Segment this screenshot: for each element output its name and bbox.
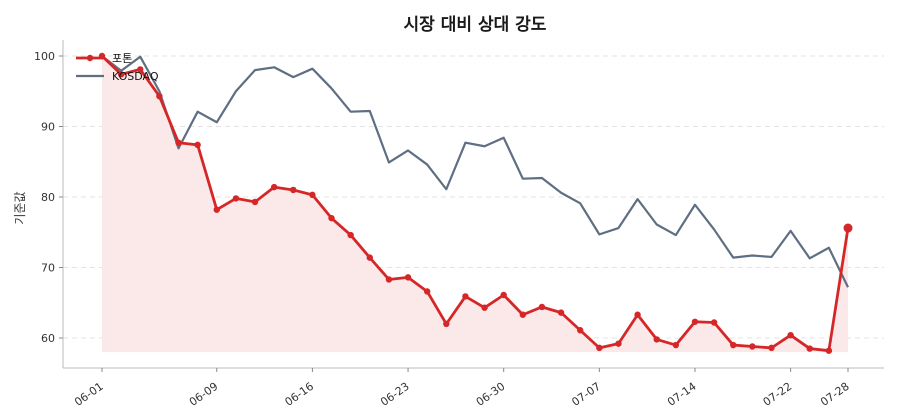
y-tick-labels: 60 70 80 90 100 [34,50,55,345]
series-1-point [232,195,240,202]
series-1-point [309,191,316,199]
x-tick-label: 07-22 [761,380,795,409]
series-1-point [117,71,125,78]
series-1-point [653,336,660,343]
series-1-point [290,186,297,194]
series-2-line [101,55,849,288]
series-1-point [596,344,603,352]
series-1-point [519,311,527,318]
series-1-point [730,341,737,349]
series-1-point [806,345,813,352]
legend: 포톤 KOSDAQ [76,52,159,83]
x-tick-labels: 06-01 06-09 06-16 06-23 06-30 07-07 07-14 07-22… [72,380,852,409]
x-tick-label: 07-07 [569,380,603,409]
series-1-point [366,254,373,261]
series-1-point [270,183,278,191]
series-1-point [500,291,507,299]
series-1-point [443,320,450,328]
series-1-point [577,327,584,334]
series-1-point [749,343,756,350]
series-1-point [691,318,699,325]
series-1-point [347,231,354,239]
series-1-point [175,139,182,146]
x-tick-label: 06-09 [187,380,221,409]
y-axis-label: 기준값 [13,191,27,224]
y-tick-label: 80 [41,191,55,204]
series-1-point [615,340,622,347]
legend-label-series-1: 포톤 [112,52,132,65]
series-1-point [328,214,335,222]
series-1-point [194,141,201,149]
series-1-point [156,92,163,100]
series-1-point [423,288,431,295]
series-1-point [672,341,680,349]
series-1-point [385,276,393,283]
series-1-point [710,319,718,326]
y-tick-label: 100 [34,50,55,63]
x-tick-label: 07-14 [665,380,699,409]
series-1-point [634,311,641,318]
series-1-point [251,198,259,206]
x-tick-label: 06-30 [474,380,508,409]
series-1-point [213,206,220,213]
y-tick-label: 70 [41,262,55,275]
series-1-point [481,304,488,311]
x-tick-label: 07-28 [818,380,852,409]
series-1-point [787,331,794,339]
series-1-point [404,274,412,281]
series-1-point [538,303,546,311]
series-1-point [825,347,833,354]
area-fill-layer [102,56,848,353]
axes [59,40,884,372]
series-1-point [137,66,144,73]
series-1-point [462,293,469,300]
y-tick-label: 90 [41,121,55,134]
series-1-point [843,223,853,233]
series-layer [98,52,853,354]
series-1-line [101,54,850,353]
legend-marker-series-1 [86,54,94,62]
legend-label-series-2: KOSDAQ [112,70,159,83]
x-tick-label: 06-01 [72,380,106,409]
x-tick-label: 06-16 [282,380,316,409]
y-tick-label: 60 [41,332,55,345]
series-1-area [102,56,848,353]
chart-title: 시장 대비 상대 강도 [404,15,547,35]
x-tick-label: 06-23 [378,380,412,409]
series-1-point [557,309,565,316]
series-1-point [768,344,775,352]
